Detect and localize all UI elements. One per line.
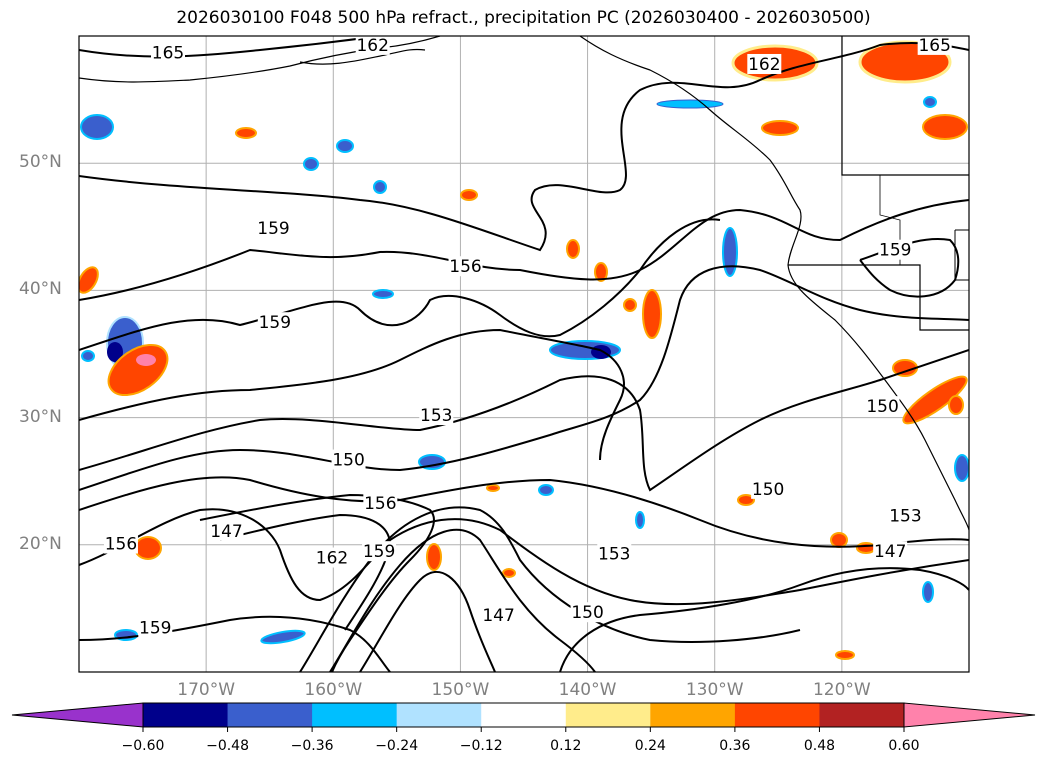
map-area: 165 162 165 162 159 156 159 159 153 150 150 156 150 1…: [79, 36, 969, 672]
contour-label: 156: [449, 257, 481, 277]
colorbar-segment: [819, 703, 905, 727]
contour-label-background: [363, 492, 398, 513]
contour-label-background: [917, 36, 952, 55]
longitude-label: 150°W: [431, 680, 490, 700]
contour-label: 153: [420, 406, 452, 426]
contour-label-background: [448, 256, 483, 277]
contour-label: 162: [748, 55, 780, 75]
colorbar-tick-label: −0.48: [206, 738, 249, 754]
contour-label-background: [865, 396, 900, 417]
contour-label: 150: [332, 451, 364, 471]
contour-label-background: [419, 405, 454, 426]
longitude-label: 140°W: [558, 680, 617, 700]
contour-label: 162: [356, 36, 388, 56]
longitude-label: 120°W: [812, 680, 871, 700]
contour-label-background: [878, 239, 913, 260]
latitude-label: 50°N: [19, 152, 62, 173]
colorbar-segment: [734, 703, 820, 727]
longitude-label: 170°W: [177, 680, 236, 700]
contour-label: 156: [364, 494, 396, 514]
colorbar-frame: [142, 702, 905, 728]
colorbar-segment: [481, 703, 567, 727]
height-contours: [79, 36, 969, 672]
contour-label-background: [315, 547, 350, 568]
map-frame: [78, 35, 970, 673]
contour-label: 162: [316, 549, 348, 569]
contour-label-background: [481, 604, 516, 625]
contour-label-background: [597, 543, 632, 564]
colorbar-tick-label: −0.12: [459, 738, 503, 754]
longitude-label: 130°W: [685, 680, 744, 700]
contour-label: 153: [598, 545, 630, 565]
contour-label: 165: [152, 44, 184, 64]
contour-label-background: [257, 312, 292, 333]
colorbar-tick-label: −0.60: [121, 738, 165, 754]
colorbar-segment: [227, 703, 313, 727]
contour-label-background: [747, 53, 782, 74]
contour-label-background: [362, 541, 397, 562]
coastlines: [79, 36, 969, 531]
contour-label-background: [570, 602, 605, 623]
contour-label: 165: [918, 36, 950, 56]
graticule: [79, 36, 969, 672]
contour-label-background: [873, 541, 908, 562]
contour-label: 159: [257, 219, 289, 239]
contour-label-background: [138, 617, 173, 638]
contour-label: 147: [210, 522, 242, 542]
latitude-label: 20°N: [19, 533, 62, 554]
contour-label: 159: [363, 542, 395, 562]
colorbar-tick-label: −0.36: [290, 738, 334, 754]
colorbar-tick-label: 0.12: [550, 738, 582, 754]
colorbar-tick-label: 0.36: [719, 738, 751, 754]
contour-label: 159: [259, 313, 291, 333]
colorbar-segment: [396, 703, 482, 727]
contour-label: 147: [482, 606, 514, 626]
figure-title: 2026030100 F048 500 hPa refract., precip…: [176, 8, 871, 28]
contour-label-background: [355, 36, 390, 55]
colorbar-segment: [312, 703, 398, 727]
contour-label-background: [751, 478, 786, 499]
precipitation-shading: [79, 40, 969, 660]
colorbar: [11, 702, 1036, 732]
colorbar-segment: [143, 703, 229, 727]
colorbar-tick-label: 0.24: [634, 738, 666, 754]
contour-label: 159: [879, 241, 911, 261]
contour-label-background: [151, 42, 185, 63]
contour-label: 159: [139, 618, 171, 638]
contour-label: 150: [752, 480, 784, 500]
colorbar-tick-label: 0.60: [888, 738, 920, 754]
contour-label: 153: [889, 507, 921, 527]
latitude-label: 40°N: [19, 279, 62, 300]
contour-label-background: [888, 505, 923, 526]
contour-label-background: [331, 449, 366, 470]
colorbar-extend-low: [11, 702, 144, 728]
contour-label: 147: [874, 542, 906, 562]
contour-label-background: [256, 218, 291, 239]
contour-label-background: [103, 533, 138, 554]
contour-label: 156: [105, 535, 137, 555]
colorbar-segment: [565, 703, 651, 727]
contour-labels: 165 162 165 162 159 156 159 159 153 150 150 156 150 1…: [103, 36, 952, 638]
colorbar-tick-label: −0.24: [375, 738, 419, 754]
colorbar-extend-high: [903, 702, 1036, 728]
colorbar-tick-label: 0.48: [803, 738, 836, 754]
contour-label: 150: [571, 603, 603, 623]
colorbar-segment: [650, 703, 736, 727]
latitude-label: 30°N: [19, 406, 62, 427]
contour-label: 150: [866, 397, 898, 417]
longitude-label: 160°W: [304, 680, 363, 700]
contour-label-background: [209, 520, 244, 541]
